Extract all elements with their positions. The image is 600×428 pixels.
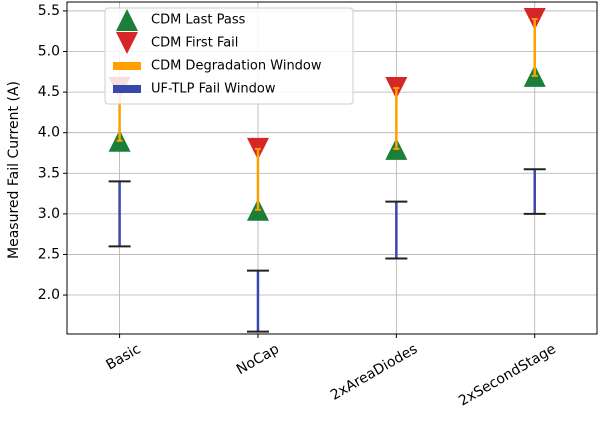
legend-marker: [113, 62, 141, 70]
x-tick-label: 2xSecondStage: [456, 341, 559, 409]
y-tick-label: 4.0: [38, 125, 60, 141]
y-tick-label: 5.0: [38, 44, 60, 60]
y-tick-label: 3.5: [38, 165, 60, 181]
legend: CDM Last Pass CDM First Fail CDM Degradati…: [104, 7, 354, 105]
x-tick-label: Basic: [103, 341, 143, 373]
y-tick-label: 3.0: [38, 206, 60, 222]
x-tick-label: NoCap: [234, 341, 282, 378]
axes-frame: [66, 1, 598, 335]
legend-label: CDM Last Pass: [151, 13, 246, 28]
legend-marker: [113, 85, 141, 93]
y-axis-label: Measured Fail Current (A): [6, 81, 22, 259]
legend-label: CDM Degradation Window: [151, 59, 322, 74]
legend-label: UF-TLP Fail Window: [151, 82, 276, 97]
legend-box: [104, 7, 354, 105]
legend-label: CDM First Fail: [151, 36, 238, 51]
y-tick-label: 4.5: [38, 84, 60, 100]
legend-marker: [116, 9, 138, 31]
legend-marker: [116, 32, 138, 54]
y-tick-label: 5.5: [38, 3, 60, 19]
y-tick-label: 2.0: [38, 287, 60, 303]
y-tick-label: 2.5: [38, 246, 60, 262]
x-tick-label: 2xAreaDiodes: [328, 341, 420, 404]
